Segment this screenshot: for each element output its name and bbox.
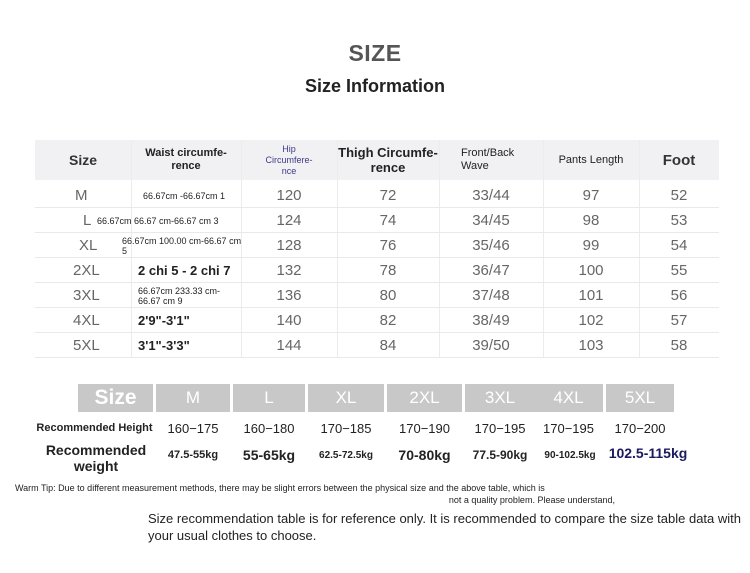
cell-thigh: 72: [379, 187, 397, 204]
cell-size: M: [75, 187, 88, 204]
header-foot: Foot: [662, 151, 696, 169]
page-title: SIZE: [348, 40, 402, 66]
cell-foot: 55: [670, 262, 688, 279]
cell-thigh: 76: [379, 237, 397, 254]
height-3xl: 170−195: [474, 420, 526, 436]
header-size: Size: [68, 152, 97, 168]
cell-foot: 53: [670, 212, 688, 229]
cell-waist: 2 chi 5 - 2 chi 7: [138, 263, 231, 278]
warm-tip-line-2: not a quality problem. Please understand…: [448, 495, 615, 505]
table-row: 2XL 2 chi 5 - 2 chi 7 132 78 36/47 100 5…: [35, 258, 719, 283]
height-l: 160−180: [243, 420, 295, 436]
cell-size: 4XL: [73, 312, 100, 329]
cell-waist: 2'9"-3'1": [138, 313, 190, 328]
header-pants-length: Pants Length: [558, 154, 624, 166]
size-information-table: Size Waist circumfe- rence Hip Circumfer…: [35, 140, 719, 358]
header-thigh: Thigh Circumfe- rence: [338, 145, 438, 175]
size-column-l: L: [233, 384, 305, 412]
cell-hip: 144: [276, 337, 302, 354]
warm-tip: Warm Tip: Due to different measurement m…: [15, 482, 615, 506]
cell-pants-length: 103: [578, 337, 604, 354]
header-wave: Front/Back Wave: [461, 147, 515, 172]
cell-size: 3XL: [73, 287, 100, 304]
cell-wave: 38/49: [472, 312, 510, 329]
header-hip: Hip Circumfere- nce: [265, 143, 313, 176]
cell-foot: 58: [670, 337, 688, 354]
cell-pants-length: 101: [578, 287, 604, 304]
height-m: 160−175: [167, 420, 219, 436]
cell-wave: 33/44: [472, 187, 510, 204]
warm-tip-line-1: Warm Tip: Due to different measurement m…: [15, 483, 545, 493]
cell-thigh: 84: [379, 337, 397, 354]
cell-waist: 3'1"-3'3": [138, 338, 190, 353]
size-column-xl: XL: [308, 384, 384, 412]
weight-m: 47.5-55kg: [167, 449, 219, 461]
size-column-4xl: 4XL: [534, 384, 603, 412]
cell-pants-length: 98: [582, 212, 600, 229]
page-subtitle: Size Information: [304, 76, 445, 96]
cell-waist: 66.67cm -66.67cm 1: [143, 190, 226, 201]
cell-hip: 128: [276, 237, 302, 254]
size-column-2xl: 2XL: [387, 384, 462, 412]
size-column-m: M: [156, 384, 230, 412]
weight-5xl: 102.5-115kg: [608, 445, 688, 461]
cell-foot: 56: [670, 287, 688, 304]
header-waist: Waist circumfe- rence: [145, 147, 227, 172]
cell-pants-length: 100: [578, 262, 604, 279]
cell-foot: 54: [670, 237, 688, 254]
cell-pants-length: 99: [582, 237, 600, 254]
height-2xl: 170−190: [399, 420, 450, 436]
height-label: Recommended Height: [36, 422, 153, 434]
weight-xl: 62.5-72.5kg: [319, 449, 373, 461]
cell-wave: 36/47: [472, 262, 510, 279]
cell-thigh: 82: [379, 312, 397, 329]
cell-foot: 52: [670, 187, 688, 204]
height-4xl: 170−195: [543, 420, 594, 436]
cell-thigh: 78: [379, 262, 397, 279]
cell-waist: 66.67cm 233.33 cm-66.67 cm 9: [138, 285, 221, 306]
cell-pants-length: 97: [582, 187, 600, 204]
reference-note: Size recommendation table is for referen…: [148, 511, 741, 543]
table-row: L 66.67cm 66.67 cm-66.67 cm 3 124 74 34/…: [35, 208, 719, 233]
weight-2xl: 70-80kg: [398, 447, 451, 463]
size-column-3xl: 3XL: [465, 384, 535, 412]
table-header-row: Size Waist circumfe- rence Hip Circumfer…: [35, 140, 719, 180]
height-xl: 170−185: [320, 420, 372, 436]
table-row: 5XL 3'1"-3'3" 144 84 39/50 103 58: [35, 333, 719, 358]
weight-4xl: 90-102.5kg: [544, 449, 596, 461]
cell-waist: 66.67cm 100.00 cm-66.67 cm 5: [122, 235, 242, 256]
table-row: XL 66.67cm 100.00 cm-66.67 cm 5 128 76 3…: [35, 233, 719, 258]
cell-wave: 39/50: [472, 337, 510, 354]
cell-wave: 34/45: [472, 212, 510, 229]
cell-hip: 140: [276, 312, 302, 329]
cell-size: XL: [79, 237, 98, 254]
weight-3xl: 77.5-90kg: [472, 448, 528, 462]
table-row: 3XL 66.67cm 233.33 cm-66.67 cm 9 136 80 …: [35, 283, 719, 308]
cell-thigh: 80: [379, 287, 397, 304]
height-5xl: 170−200: [614, 420, 666, 436]
cell-hip: 132: [276, 262, 302, 279]
cell-hip: 136: [276, 287, 302, 304]
cell-size: L: [83, 212, 92, 229]
cell-foot: 57: [670, 312, 688, 329]
cell-size: 2XL: [73, 262, 100, 279]
weight-l: 55-65kg: [242, 447, 296, 463]
cell-wave: 37/48: [472, 287, 510, 304]
cell-pants-length: 102: [578, 312, 604, 329]
cell-size: 5XL: [73, 337, 100, 354]
cell-wave: 35/46: [472, 237, 510, 254]
cell-thigh: 74: [379, 212, 397, 229]
cell-hip: 124: [276, 212, 302, 229]
cell-hip: 120: [276, 187, 302, 204]
header-size: Size: [78, 384, 153, 412]
table-row: M 66.67cm -66.67cm 1 120 72 33/44 97 52: [35, 183, 719, 208]
weight-label: Recommended weight: [45, 442, 147, 474]
size-column-5xl: 5XL: [606, 384, 674, 412]
cell-waist: 66.67cm 66.67 cm-66.67 cm 3: [97, 215, 219, 226]
table-row: 4XL 2'9"-3'1" 140 82 38/49 102 57: [35, 308, 719, 333]
